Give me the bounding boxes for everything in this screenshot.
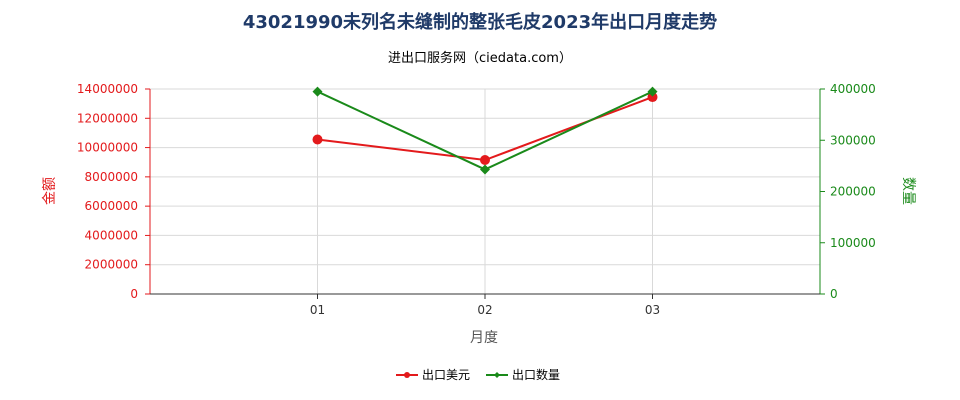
data-point	[480, 164, 490, 175]
y-right-tick-label: 300000	[830, 133, 876, 147]
x-tick-label: 01	[310, 303, 325, 317]
y-right-tick-label: 100000	[830, 236, 876, 250]
chart-title: 43021990未列名未缝制的整张毛皮2023年出口月度走势	[243, 11, 717, 33]
data-point	[312, 134, 323, 145]
y-left-tick-label: 14000000	[77, 82, 138, 96]
y-axis-left-title: 金额	[42, 177, 58, 205]
y-right-tick-label: 200000	[830, 185, 876, 199]
legend-swatch-marker	[494, 372, 500, 378]
data-point	[480, 155, 490, 166]
y-right-tick-label: 400000	[830, 82, 876, 96]
y-left-tick-label: 6000000	[85, 199, 138, 213]
data-point	[312, 86, 323, 97]
y-right-tick-label: 0	[830, 287, 838, 301]
legend-swatch-marker	[404, 372, 410, 378]
legend-label: 出口美元	[422, 368, 470, 382]
y-left-tick-label: 2000000	[85, 258, 138, 272]
data-point	[647, 92, 658, 103]
y-left-tick-label: 4000000	[85, 228, 138, 242]
legend: 出口美元 出口数量	[396, 367, 560, 382]
data-point	[647, 86, 658, 97]
x-axis-title: 月度	[470, 330, 498, 346]
x-tick-label: 02	[477, 303, 492, 317]
y-left-tick-label: 10000000	[77, 141, 138, 155]
x-tick-label: 03	[645, 303, 660, 317]
y-left-tick-label: 12000000	[77, 111, 138, 125]
chart-subtitle: 进出口服务网（ciedata.com）	[388, 50, 572, 66]
axes: 0200000040000006000000800000010000000120…	[77, 82, 876, 317]
y-axis-right-title: 数量	[900, 177, 916, 205]
legend-label: 出口数量	[512, 367, 560, 382]
series-layer	[312, 86, 658, 175]
grid	[150, 88, 820, 294]
y-left-tick-label: 8000000	[85, 170, 138, 184]
y-left-tick-label: 0	[130, 287, 138, 301]
